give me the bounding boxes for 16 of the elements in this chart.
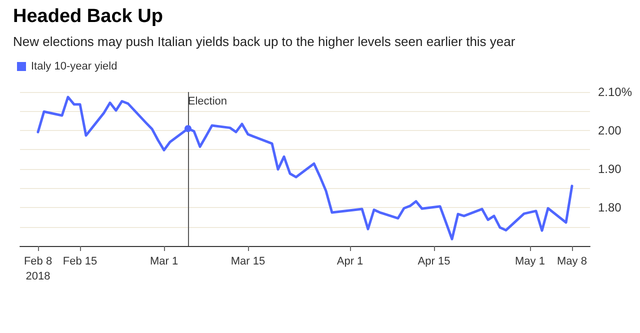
y-tick-label: 2.10%: [598, 85, 632, 99]
chart-subtitle: New elections may push Italian yields back up to the higher levels seen earlier this year: [13, 34, 516, 49]
x-tick-label: Apr 1: [336, 256, 364, 268]
x-tick-label: Apr 15: [418, 256, 450, 268]
x-tick-label: Feb 8 2018: [24, 256, 52, 282]
y-tick-label: 1.80: [598, 200, 622, 214]
x-tick-label: Mar 1: [150, 256, 178, 268]
x-tick-label: May 8: [557, 256, 587, 268]
legend-label: Italy 10-year yield: [31, 60, 118, 72]
x-tick-label: May 1: [515, 256, 545, 268]
y-tick-label: 1.90: [598, 162, 622, 176]
x-tick-label: Feb 15: [62, 256, 98, 268]
x-tick-label: Mar 15: [230, 256, 266, 268]
line-series: [36, 96, 574, 240]
chart-title: Headed Back Up: [13, 6, 163, 27]
y-tick-label: 2.00: [598, 124, 622, 138]
